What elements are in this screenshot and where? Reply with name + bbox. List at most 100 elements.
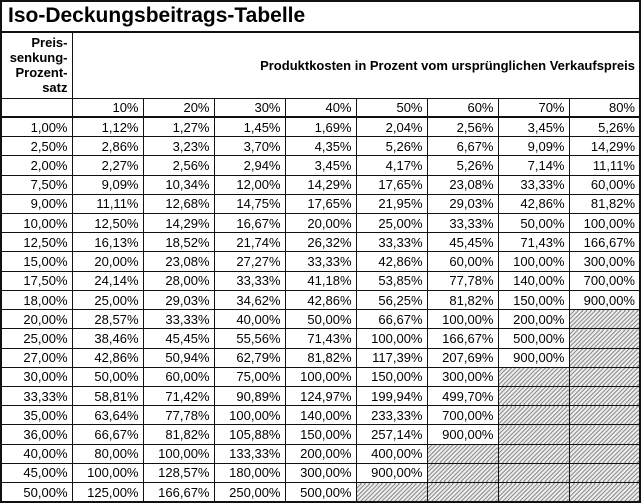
value-cell: 55,56% <box>213 328 286 349</box>
table-row: 45,00% 100,00% 128,57% 180,00% 300,00% 900,00… <box>0 462 641 484</box>
table-row: 25,00% 38,46% 45,45% 55,56% 71,43% 100,00% 166… <box>0 328 641 349</box>
value-cell: 166,67% <box>568 232 641 253</box>
value-cell: 14,75% <box>213 193 286 215</box>
row-label: 33,33% <box>0 385 73 407</box>
value-cell: 117,39% <box>355 347 428 368</box>
row-header-label: Preis- senkung- Prozent- satz <box>0 31 73 99</box>
row-label: 45,00% <box>0 462 73 484</box>
value-cell: 4,35% <box>284 136 357 157</box>
value-cell: 34,62% <box>213 289 286 311</box>
value-cell: 499,70% <box>426 385 499 407</box>
value-cell: 900,00% <box>355 462 428 484</box>
blocked-cell <box>497 424 570 445</box>
value-cell: 14,29% <box>284 174 357 195</box>
value-cell: 80,00% <box>71 443 144 464</box>
value-cell: 12,68% <box>142 193 215 215</box>
column-header: 20% <box>142 97 215 119</box>
table-row: 15,00% 20,00% 23,08% 27,27% 33,33% 42,86% 60,0… <box>0 251 641 272</box>
page-title: Iso-Deckungsbeitrags-Tabelle <box>0 0 641 33</box>
value-cell: 71,43% <box>284 328 357 349</box>
blocked-cell <box>568 309 641 330</box>
value-cell: 28,57% <box>71 309 144 330</box>
table-row: 35,00% 63,64% 77,78% 100,00% 140,00% 233,33% 7… <box>0 405 641 426</box>
blocked-cell <box>497 405 570 426</box>
value-cell: 33,33% <box>355 232 428 253</box>
column-header: 80% <box>568 97 641 119</box>
table-row: 20,00% 28,57% 33,33% 40,00% 50,00% 66,67% 100,… <box>0 309 641 330</box>
value-cell: 42,86% <box>497 193 570 215</box>
table-row: 7,50% 9,09% 10,34% 12,00% 14,29% 17,65% 23,08%… <box>0 174 641 195</box>
blocked-cell <box>497 482 570 503</box>
blocked-cell <box>568 405 641 426</box>
value-cell: 58,81% <box>71 385 144 407</box>
value-cell: 2,04% <box>355 116 428 138</box>
row-label: 50,00% <box>0 482 73 503</box>
value-cell: 18,52% <box>142 232 215 253</box>
value-cell: 17,65% <box>284 193 357 215</box>
value-cell: 16,13% <box>71 232 144 253</box>
value-cell: 33,33% <box>426 213 499 234</box>
value-cell: 300,00% <box>284 462 357 484</box>
row-label: 35,00% <box>0 405 73 426</box>
value-cell: 900,00% <box>426 424 499 445</box>
corner-cell <box>0 97 73 119</box>
value-cell: 27,27% <box>213 251 286 272</box>
value-cell: 300,00% <box>568 251 641 272</box>
value-cell: 5,26% <box>568 116 641 138</box>
column-header: 50% <box>355 97 428 119</box>
value-cell: 6,67% <box>426 136 499 157</box>
value-cell: 45,45% <box>142 328 215 349</box>
value-cell: 3,45% <box>497 116 570 138</box>
value-cell: 1,27% <box>142 116 215 138</box>
row-label: 36,00% <box>0 424 73 445</box>
row-label: 25,00% <box>0 328 73 349</box>
value-cell: 42,86% <box>71 347 144 368</box>
value-cell: 166,67% <box>142 482 215 503</box>
blocked-cell <box>568 328 641 349</box>
value-cell: 66,67% <box>355 309 428 330</box>
value-cell: 133,33% <box>213 443 286 464</box>
value-cell: 100,00% <box>213 405 286 426</box>
value-cell: 100,00% <box>142 443 215 464</box>
value-cell: 21,74% <box>213 232 286 253</box>
blocked-cell <box>426 482 499 503</box>
value-cell: 53,85% <box>355 270 428 291</box>
value-cell: 300,00% <box>426 366 499 387</box>
value-cell: 233,33% <box>355 405 428 426</box>
value-cell: 20,00% <box>284 213 357 234</box>
row-label: 20,00% <box>0 309 73 330</box>
value-cell: 100,00% <box>426 309 499 330</box>
value-cell: 500,00% <box>497 328 570 349</box>
blocked-cell <box>497 385 570 407</box>
row-label: 2,00% <box>0 155 73 176</box>
value-cell: 20,00% <box>71 251 144 272</box>
value-cell: 17,65% <box>355 174 428 195</box>
value-cell: 3,45% <box>284 155 357 176</box>
value-cell: 42,86% <box>355 251 428 272</box>
header-row: Preis- senkung- Prozent- satz Produktkos… <box>0 31 641 99</box>
value-cell: 62,79% <box>213 347 286 368</box>
value-cell: 180,00% <box>213 462 286 484</box>
value-cell: 66,67% <box>71 424 144 445</box>
value-cell: 60,00% <box>568 174 641 195</box>
value-cell: 140,00% <box>497 270 570 291</box>
column-header: 30% <box>213 97 286 119</box>
value-cell: 900,00% <box>568 289 641 311</box>
value-cell: 105,88% <box>213 424 286 445</box>
row-label: 7,50% <box>0 174 73 195</box>
table-row: 9,00% 11,11% 12,68% 14,75% 17,65% 21,95% 29,03… <box>0 193 641 215</box>
row-header-line: senkung- <box>9 50 68 66</box>
value-cell: 29,03% <box>142 289 215 311</box>
value-cell: 10,34% <box>142 174 215 195</box>
value-cell: 81,82% <box>284 347 357 368</box>
row-header-line: satz <box>42 80 68 96</box>
value-cell: 2,94% <box>213 155 286 176</box>
value-cell: 124,97% <box>284 385 357 407</box>
table-body: 1,00% 1,12% 1,27% 1,45% 1,69% 2,04% 2,56% 3,45%… <box>0 116 641 503</box>
value-cell: 77,78% <box>142 405 215 426</box>
value-cell: 400,00% <box>355 443 428 464</box>
value-cell: 3,23% <box>142 136 215 157</box>
column-header: 40% <box>284 97 357 119</box>
value-cell: 5,26% <box>355 136 428 157</box>
table-row: 12,50% 16,13% 18,52% 21,74% 26,32% 33,33% 45,4… <box>0 232 641 253</box>
